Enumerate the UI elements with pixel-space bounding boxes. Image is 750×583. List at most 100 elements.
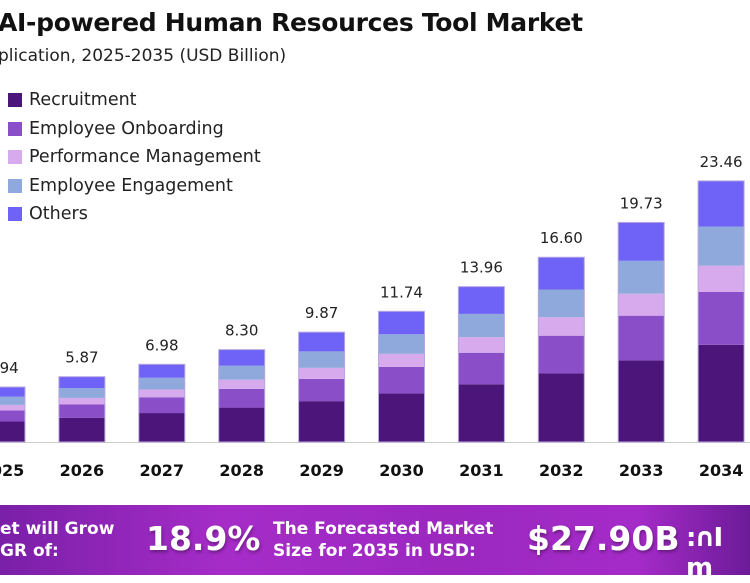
legend-label: Employee Engagement	[29, 175, 233, 196]
legend-swatch	[8, 178, 22, 193]
bar-outline	[298, 331, 346, 443]
x-tick-label: 2025	[0, 461, 24, 480]
bar-segment-employee-engagement	[298, 351, 345, 368]
x-tick-label: 2033	[619, 461, 664, 480]
bar-segment-recruitment	[458, 384, 505, 442]
bar-segment-others	[218, 349, 265, 366]
bar-segment-employee-engagement	[698, 226, 745, 266]
bar-segment-recruitment	[218, 407, 265, 442]
bar-segment-employee-onboarding	[138, 397, 185, 414]
bar-segment-others	[0, 387, 25, 397]
cagr-label-line-2: GR of:	[0, 541, 59, 561]
legend-item: Recruitment	[8, 86, 261, 115]
x-tick-label: 2028	[219, 461, 264, 480]
bar-segment-employee-onboarding	[298, 378, 345, 402]
cagr-label-line-1: et will Grow	[0, 519, 115, 539]
legend-label: Performance Management	[29, 147, 261, 168]
bar-segment-performance-management	[138, 389, 185, 398]
total-label: 11.74	[380, 283, 423, 301]
total-label: 13.96	[460, 259, 503, 277]
cagr-value: 18.9%	[146, 519, 261, 558]
bar-segment-others	[298, 332, 345, 352]
logo-icon: :∩I	[686, 523, 723, 553]
bar-segment-recruitment	[138, 413, 185, 442]
legend-label: Others	[29, 204, 88, 225]
x-tick-label: 2027	[140, 461, 185, 480]
bar-segment-recruitment	[538, 373, 585, 442]
total-label: 8.30	[225, 322, 258, 340]
bar-segment-performance-management	[58, 397, 105, 405]
bar-segment-employee-onboarding	[0, 410, 25, 422]
bar-segment-employee-onboarding	[378, 366, 425, 394]
x-tick-label: 2029	[299, 461, 344, 480]
stacked-bar-chart: 4.94 2025 5.87 2026 6.98 2027 8.30 2028 9.87 2029…	[0, 153, 750, 480]
legend-swatch	[8, 207, 22, 222]
bar-outline	[617, 221, 665, 443]
bar-segment-performance-management	[618, 293, 665, 316]
total-label: 16.60	[540, 229, 583, 247]
bar-segment-performance-management	[218, 379, 265, 389]
bar-segment-others	[538, 257, 585, 290]
bar-segment-others	[618, 222, 665, 261]
bar-segment-employee-onboarding	[218, 388, 265, 408]
legend: Recruitment Employee Onboarding Performanc…	[8, 86, 261, 229]
bar-segment-performance-management	[538, 317, 585, 336]
total-label: 6.98	[145, 336, 178, 354]
bar-segment-recruitment	[618, 360, 665, 442]
bar-segment-performance-management	[378, 353, 425, 367]
x-tick-label: 2026	[60, 461, 105, 480]
legend-swatch	[8, 121, 22, 136]
chart-title: AI-powered Human Resources Tool Market	[0, 8, 583, 37]
bar-segment-others	[698, 180, 745, 227]
legend-label: Recruitment	[29, 90, 137, 111]
forecast-value: $27.90B	[527, 519, 680, 558]
chart-subtitle: plication, 2025-2035 (USD Billion)	[0, 46, 287, 66]
total-label: 9.87	[305, 304, 338, 322]
forecast-label-line-1: The Forecasted Market	[273, 519, 494, 539]
legend-item: Others	[8, 200, 261, 229]
bar-segment-employee-onboarding	[538, 335, 585, 374]
legend-swatch	[8, 93, 22, 108]
bar-segment-others	[138, 364, 185, 378]
bar-segment-employee-engagement	[138, 377, 185, 390]
bar-segment-performance-management	[298, 367, 345, 379]
bar-segment-employee-engagement	[0, 396, 25, 405]
forecast-label-line-2: Size for 2035 in USD:	[273, 541, 476, 561]
bar-segment-recruitment	[0, 421, 25, 442]
bar-segment-employee-onboarding	[698, 291, 745, 345]
bar-segment-employee-onboarding	[58, 404, 105, 418]
bar-segment-recruitment	[378, 393, 425, 442]
bar-outline	[218, 349, 266, 443]
bar-outline	[0, 386, 26, 443]
cagr-label: et will Grow GR of:	[0, 518, 114, 562]
bar-segment-employee-engagement	[58, 388, 105, 398]
bar-segment-performance-management	[698, 265, 745, 292]
bar-segment-employee-engagement	[538, 289, 585, 318]
logo-text: m	[686, 553, 713, 583]
bar-segment-employee-onboarding	[458, 352, 505, 385]
x-tick-label: 2032	[539, 461, 584, 480]
legend-item: Employee Onboarding	[8, 115, 261, 144]
total-label: 19.73	[620, 194, 663, 212]
bar-segment-others	[378, 311, 425, 335]
bar-outline	[378, 310, 425, 443]
bar-outline	[58, 376, 106, 443]
bar-segment-performance-management	[458, 337, 505, 353]
bar-segment-others	[458, 286, 505, 314]
x-tick-label: 2030	[379, 461, 424, 480]
bar-segment-performance-management	[0, 404, 25, 411]
summary-banner: et will Grow GR of: 18.9% The Forecasted…	[0, 505, 750, 583]
legend-label: Employee Onboarding	[29, 118, 224, 139]
legend-item: Employee Engagement	[8, 172, 261, 201]
bar-segment-recruitment	[298, 401, 345, 442]
bar-segment-employee-engagement	[618, 260, 665, 294]
bar-segment-employee-engagement	[218, 365, 265, 380]
bar-outline	[138, 363, 186, 443]
total-label: 5.87	[65, 349, 98, 367]
brand-logo: :∩I m	[686, 523, 750, 583]
x-tick-label: 2034	[699, 461, 744, 480]
bar-outline	[457, 286, 505, 443]
bar-segment-employee-engagement	[458, 313, 505, 338]
legend-item: Performance Management	[8, 143, 261, 172]
bar-segment-others	[58, 376, 105, 389]
